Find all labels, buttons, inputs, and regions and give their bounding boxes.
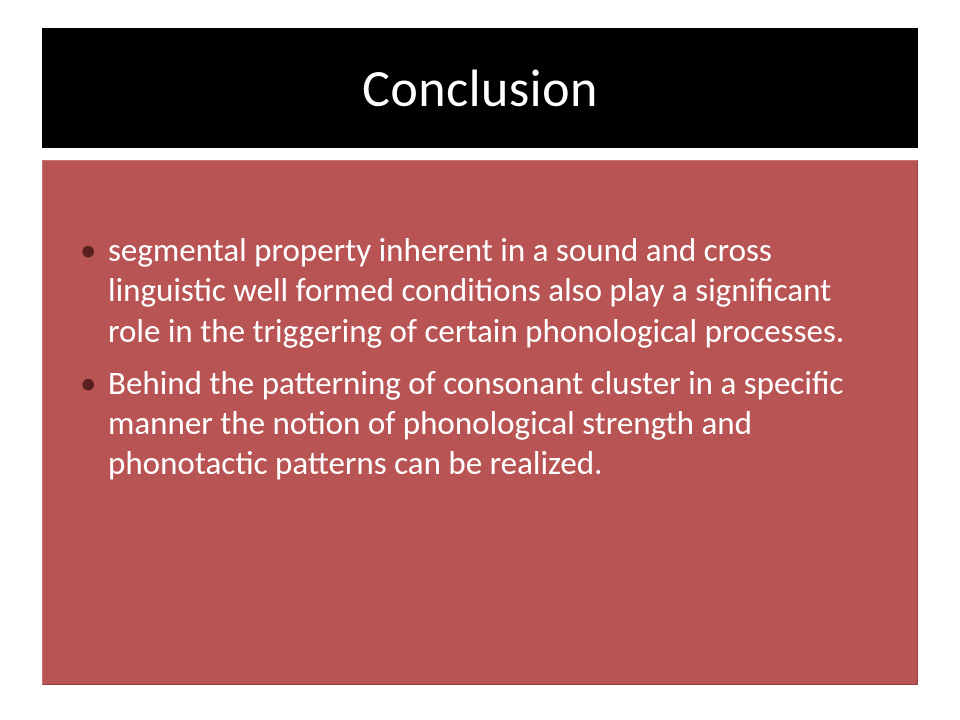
title-box: Conclusion: [42, 28, 918, 148]
slide: Conclusion segmental property inherent i…: [0, 0, 960, 720]
slide-title: Conclusion: [362, 56, 598, 120]
bullet-item: segmental property inherent in a sound a…: [72, 230, 888, 351]
bullet-list: segmental property inherent in a sound a…: [72, 230, 888, 484]
bullet-item: Behind the patterning of consonant clust…: [72, 363, 888, 484]
body-box: segmental property inherent in a sound a…: [42, 160, 918, 685]
